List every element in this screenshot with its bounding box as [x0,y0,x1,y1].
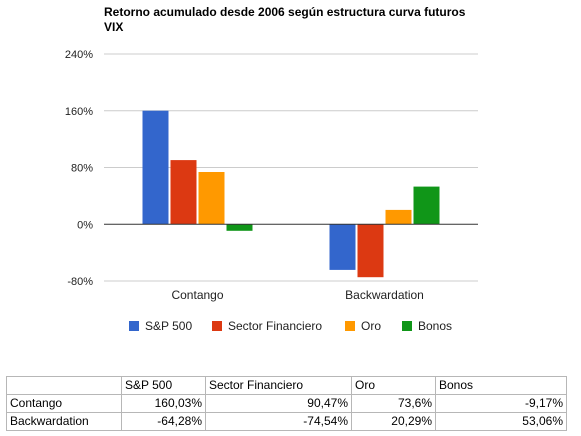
y-axis-ticks: 240% 160% 80% 0% -80% [65,49,93,288]
table-header-oro: Oro [351,376,436,395]
legend-swatch [345,321,355,331]
table-header-sp500: S&P 500 [121,376,206,395]
bar [198,172,225,225]
y-tick-label: 80% [71,163,93,175]
data-table: S&P 500 Sector Financiero Oro Bonos Cont… [6,376,567,431]
table-row: Backwardation -64,28% -74,54% 20,29% 53,… [6,412,567,431]
y-tick-label: 0% [77,219,93,231]
x-category-label: Backwardation [345,288,424,302]
y-tick-label: 240% [65,49,93,61]
table-row-label: Contango [6,394,122,413]
bar-chart: Retorno acumulado desde 2006 según estru… [65,5,478,333]
bar [226,224,253,231]
table-row: Contango 160,03% 90,47% 73,6% -9,17% [6,394,567,413]
bar [170,160,197,225]
bar [142,110,169,225]
bar [357,224,384,278]
table-cell: -74,54% [205,412,352,431]
y-tick-label: -80% [67,276,93,288]
legend-swatch [129,321,139,331]
chart-title-line: Retorno acumulado desde 2006 según estru… [104,5,466,19]
legend-label: S&P 500 [145,319,192,333]
table-cell: 90,47% [205,394,352,413]
table-row-label: Backwardation [6,412,122,431]
table-header-bonos: Bonos [435,376,567,395]
legend-label: Oro [361,319,381,333]
table-header-row: S&P 500 Sector Financiero Oro Bonos [6,376,567,395]
table-cell: -9,17% [435,394,567,413]
x-category-label: Contango [171,288,223,302]
table-cell: 53,06% [435,412,567,431]
bar [413,186,440,225]
chart-title: Retorno acumulado desde 2006 según estru… [104,5,466,34]
table-cell: -64,28% [121,412,206,431]
chart-title-line: VIX [104,20,123,34]
table-header-sector-financiero: Sector Financiero [205,376,352,395]
table-header-corner [6,376,122,395]
table-cell: 160,03% [121,394,206,413]
legend-swatch [402,321,412,331]
table-cell: 73,6% [351,394,436,413]
legend: S&P 500 Sector Financiero Oro Bonos [129,319,452,333]
legend-swatch [212,321,222,331]
bars [142,110,440,278]
y-tick-label: 160% [65,106,93,118]
chart: Retorno acumulado desde 2006 según estru… [65,5,478,333]
table-cell: 20,29% [351,412,436,431]
bar [385,209,412,225]
legend-label: Bonos [418,319,452,333]
bar [329,224,356,270]
x-axis-categories: Contango Backwardation [171,288,423,302]
legend-label: Sector Financiero [228,319,322,333]
